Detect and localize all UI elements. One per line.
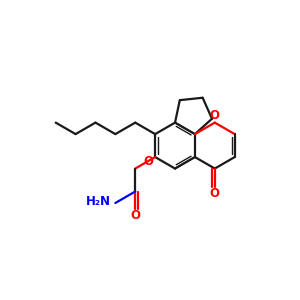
Text: H₂N: H₂N [86, 195, 111, 208]
Text: O: O [210, 188, 220, 200]
Text: O: O [210, 109, 220, 122]
Text: O: O [130, 209, 140, 222]
Text: O: O [143, 155, 153, 168]
